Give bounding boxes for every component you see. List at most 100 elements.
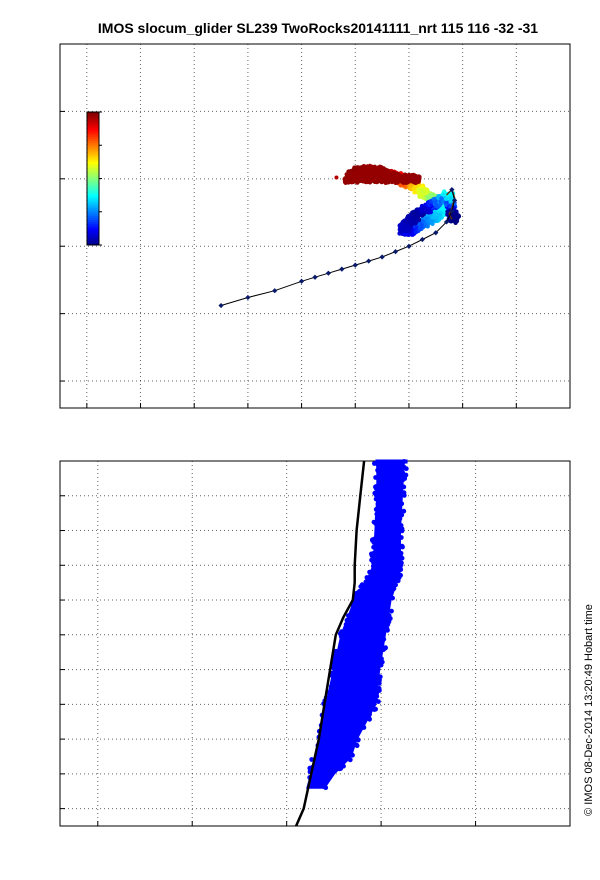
profile-obs-point: [370, 537, 375, 543]
colorbar-segment: [87, 112, 99, 115]
colorbar-segment: [87, 230, 99, 233]
ts-obs-point: [416, 179, 421, 184]
profile-obs-point: [385, 603, 391, 608]
profile-obs-point: [375, 661, 381, 666]
profile-obs-point: [374, 547, 380, 552]
ts-obs-point: [371, 165, 377, 170]
ts-climatology-marker: [449, 208, 455, 214]
profile-climatology-line: [294, 460, 366, 827]
ts-climatology-marker: [352, 262, 358, 268]
profile-obs-point: [333, 671, 339, 676]
profile-obs-point: [374, 555, 379, 560]
colorbar-segment: [87, 178, 99, 181]
colorbar-segment: [87, 157, 99, 161]
profile-obs-point: [399, 512, 405, 518]
ts-obs-point: [422, 206, 428, 211]
ts-obs-point: [402, 178, 407, 183]
colorbar-segment: [87, 153, 99, 157]
profile-obs-point: [323, 785, 329, 791]
ts-climatology-marker: [419, 236, 425, 243]
profile-obs-point: [322, 726, 328, 731]
ts-climatology-marker: [366, 258, 372, 264]
profile-obs-point: [374, 490, 380, 495]
profile-obs-point: [348, 749, 353, 754]
ts-obs-point: [355, 169, 361, 174]
ts-obs-point: [394, 171, 400, 177]
colorbar-segment: [87, 159, 99, 163]
profile-obs-point: [393, 582, 398, 588]
colorbar-segment: [87, 215, 99, 219]
colorbar-segment: [87, 201, 99, 204]
profile-obs-point: [326, 703, 332, 709]
ts-climatology-marker: [298, 278, 305, 284]
ts-climatology-marker: [312, 274, 318, 280]
colorbar-segment: [87, 203, 99, 206]
profile-obs-point: [384, 599, 390, 605]
profile-obs-point: [356, 590, 361, 595]
colorbar-segment: [87, 130, 99, 134]
profile-obs-point: [338, 641, 344, 646]
colorbar-segment: [87, 242, 99, 246]
ts-obs-point: [448, 198, 453, 204]
colorbar-segment: [87, 232, 99, 236]
colorbar-segment: [87, 161, 99, 165]
profile-obs-point: [379, 656, 384, 662]
profile-obs-point: [398, 554, 403, 560]
profile-obs-point: [374, 484, 379, 489]
ts-obs-point: [412, 185, 417, 190]
profile-axes-frame: [59, 460, 571, 827]
colorbar-segment: [87, 174, 99, 177]
profile-obs-point: [359, 582, 365, 588]
profile-obs-point: [331, 666, 336, 671]
profile-obs-point: [381, 636, 387, 642]
ts-obs-point: [433, 199, 438, 204]
ts-climatology-marker: [339, 266, 345, 272]
colorbar-segment: [87, 166, 99, 169]
ts-obs-point: [346, 177, 351, 183]
colorbar-segment: [87, 199, 99, 202]
ts-obs-point: [438, 202, 443, 207]
ts-obs-point: [415, 207, 420, 212]
ts-obs-point: [448, 195, 453, 201]
profile-obs-point: [328, 688, 334, 693]
profile-obs-point: [401, 484, 407, 490]
profile-obs-point: [347, 757, 353, 763]
ts-diagram-panel: [59, 43, 571, 409]
ts-obs-point: [434, 215, 439, 221]
colorbar-segment: [87, 236, 99, 240]
profile-obs-point: [375, 494, 381, 500]
ts-obs-point: [407, 172, 412, 178]
colorbar-segment: [87, 217, 99, 221]
colorbar-segment: [87, 134, 99, 138]
colorbar-segment: [87, 234, 99, 238]
ts-obs-point: [419, 209, 425, 214]
colorbar-segment: [87, 193, 99, 196]
profile-obs-point: [389, 608, 394, 614]
profile-obs-point: [398, 567, 404, 572]
colorbar-segment: [87, 118, 99, 121]
ts-climatology-marker: [443, 219, 450, 225]
colorbar-segment: [87, 228, 99, 231]
profile-obs-point: [373, 475, 378, 480]
colorbar-segment: [87, 114, 99, 117]
colorbar-segment: [87, 176, 99, 179]
profile-obs-point: [371, 544, 376, 550]
ts-obs-point: [408, 212, 413, 218]
profile-obs-point: [399, 477, 404, 483]
profile-obs-point: [364, 575, 370, 580]
profile-obs-point: [385, 622, 391, 627]
profile-obs-point: [371, 551, 376, 556]
colorbar-segment: [87, 238, 99, 242]
colorbar-segment: [87, 240, 99, 244]
profile-obs-point: [374, 516, 380, 522]
colorbar-segment: [87, 145, 99, 148]
profile-obs-point: [337, 631, 343, 637]
colorbar-segment: [87, 143, 99, 146]
colorbar-segment: [87, 132, 99, 136]
ts-obs-point: [419, 224, 424, 229]
profile-obs-point: [343, 622, 349, 627]
colorbar-segment: [87, 147, 99, 150]
ts-obs-point: [369, 169, 374, 174]
profile-obs-point: [399, 501, 405, 507]
ts-climatology-line: [220, 189, 456, 306]
